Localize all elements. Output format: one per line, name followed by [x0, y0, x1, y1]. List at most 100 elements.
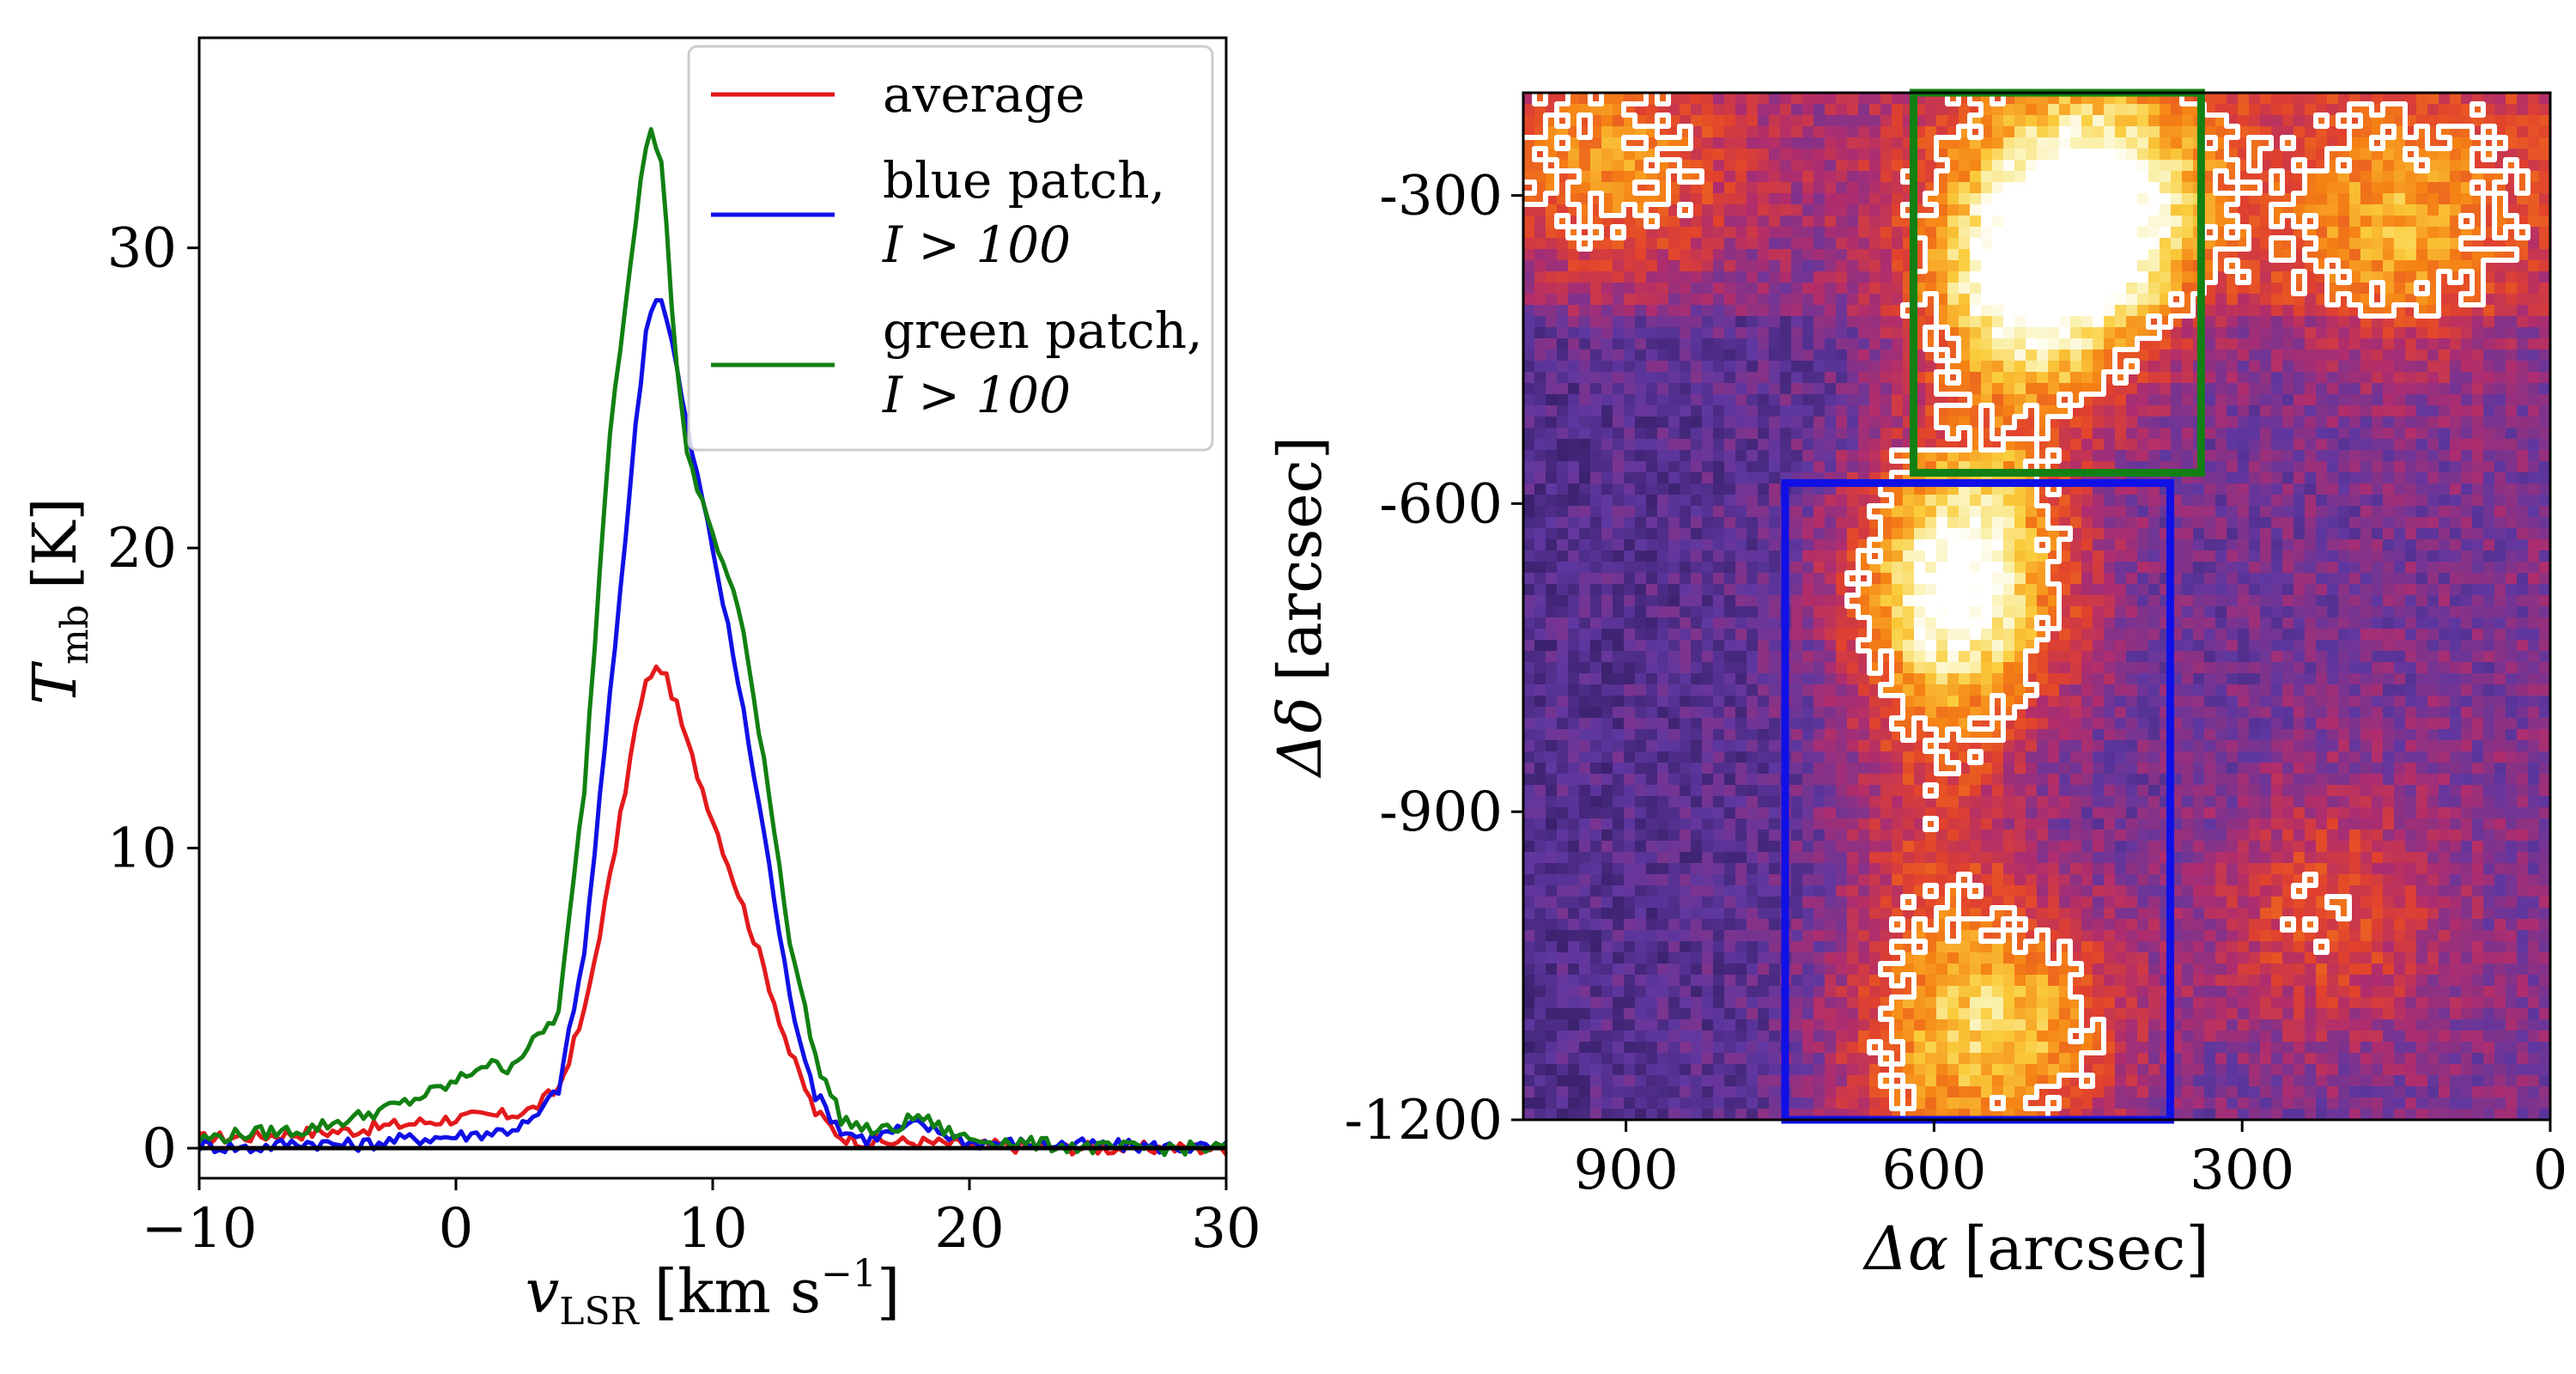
map-cell [2483, 495, 2495, 507]
map-cell [2439, 528, 2451, 540]
map-cell [2494, 506, 2506, 518]
map-cell [1769, 461, 1781, 473]
map-cell [2014, 361, 2026, 373]
map-cell [1869, 160, 1881, 172]
map-cell [2416, 383, 2428, 395]
map-cell [1892, 361, 1904, 373]
map-cell [2160, 126, 2172, 138]
map-cell [1914, 506, 1926, 518]
map-cell [2115, 517, 2127, 529]
map-cell [2059, 629, 2071, 641]
map-cell [2494, 338, 2506, 350]
map-cell [2215, 338, 2227, 350]
map-cell [2483, 294, 2495, 306]
map-cell [2293, 539, 2306, 551]
map-cell [2316, 93, 2328, 105]
map-cell [1936, 528, 1948, 540]
map-cell [1568, 350, 1580, 362]
map-cell [1646, 584, 1658, 596]
map-cell [1646, 573, 1658, 585]
map-cell [1534, 428, 1546, 440]
map-cell [2349, 651, 2361, 663]
map-cell [1959, 606, 1971, 618]
map-cell [2372, 394, 2384, 406]
map-cell [2193, 684, 2205, 696]
map-cell [2160, 405, 2172, 417]
map-cell [2081, 104, 2093, 116]
map-cell [2539, 673, 2550, 685]
map-cell [1724, 137, 1736, 149]
map-cell [1802, 528, 1814, 540]
map-cell [1758, 171, 1770, 183]
map-cell [1735, 316, 1747, 328]
map-cell [1880, 283, 1893, 295]
map-cell [2104, 416, 2116, 429]
map-cell [1869, 193, 1881, 205]
map-cell [2450, 316, 2462, 328]
map-cell [2316, 394, 2328, 406]
map-cell [2137, 238, 2149, 250]
map-cell [1791, 450, 1803, 462]
map-cell [2282, 450, 2294, 462]
map-cell [1769, 673, 1781, 685]
map-cell [2059, 171, 2071, 183]
map-cell [2126, 271, 2138, 283]
map-cell [1680, 528, 1692, 540]
map-cell [1791, 338, 1803, 350]
map-cell [1624, 461, 1636, 473]
map-cell [2048, 316, 2060, 328]
map-cell [1836, 394, 1848, 406]
map-cell [1880, 617, 1893, 629]
map-cell [2494, 539, 2506, 551]
map-cell [1758, 260, 1770, 272]
map-cell [1858, 495, 1870, 507]
map-cell [2450, 361, 2462, 373]
map-cell [2026, 260, 2038, 272]
map-cell [2014, 383, 2026, 395]
map-cell [2517, 584, 2529, 596]
map-cell [1780, 271, 1792, 283]
x-tick-label: 10 [677, 1197, 747, 1261]
map-cell [2093, 182, 2105, 194]
map-cell [1758, 584, 1770, 596]
map-cell [2416, 260, 2428, 272]
map-cell [1836, 305, 1848, 317]
map-cell [2461, 595, 2473, 607]
map-cell [1769, 528, 1781, 540]
map-cell [2282, 472, 2294, 484]
map-cell [1814, 573, 1826, 585]
map-cell [2506, 327, 2518, 339]
map-cell [2383, 472, 2395, 484]
map-cell [1713, 126, 1725, 138]
map-cell [2372, 416, 2384, 429]
map-cell [2506, 528, 2518, 540]
map-cell [1869, 115, 1881, 127]
map-cell [2483, 640, 2495, 652]
map-cell [2104, 283, 2116, 295]
map-cell [2026, 506, 2038, 518]
map-cell [1791, 550, 1803, 562]
map-cell [1601, 361, 1613, 373]
map-cell [2215, 428, 2227, 440]
map-cell [2427, 640, 2439, 652]
map-cell [2282, 394, 2294, 406]
map-cell [2528, 338, 2540, 350]
map-cell [1579, 684, 1591, 696]
map-cell [1981, 193, 1993, 205]
map-cell [1691, 249, 1703, 261]
map-cell [1747, 573, 1759, 585]
map-cell [1970, 506, 1982, 518]
map-cell [1635, 271, 1647, 283]
map-cell [2293, 617, 2306, 629]
map-cell [1847, 126, 1859, 138]
map-cell [1769, 361, 1781, 373]
map-cell [1847, 305, 1859, 317]
map-cell [1959, 550, 1971, 562]
map-cell [1534, 539, 1546, 551]
map-cell [2249, 528, 2261, 540]
map-cell [2506, 394, 2518, 406]
map-cell [2137, 372, 2149, 384]
map-cell [1523, 584, 1535, 596]
map-cell [2193, 584, 2205, 596]
map-cell [2305, 193, 2317, 205]
